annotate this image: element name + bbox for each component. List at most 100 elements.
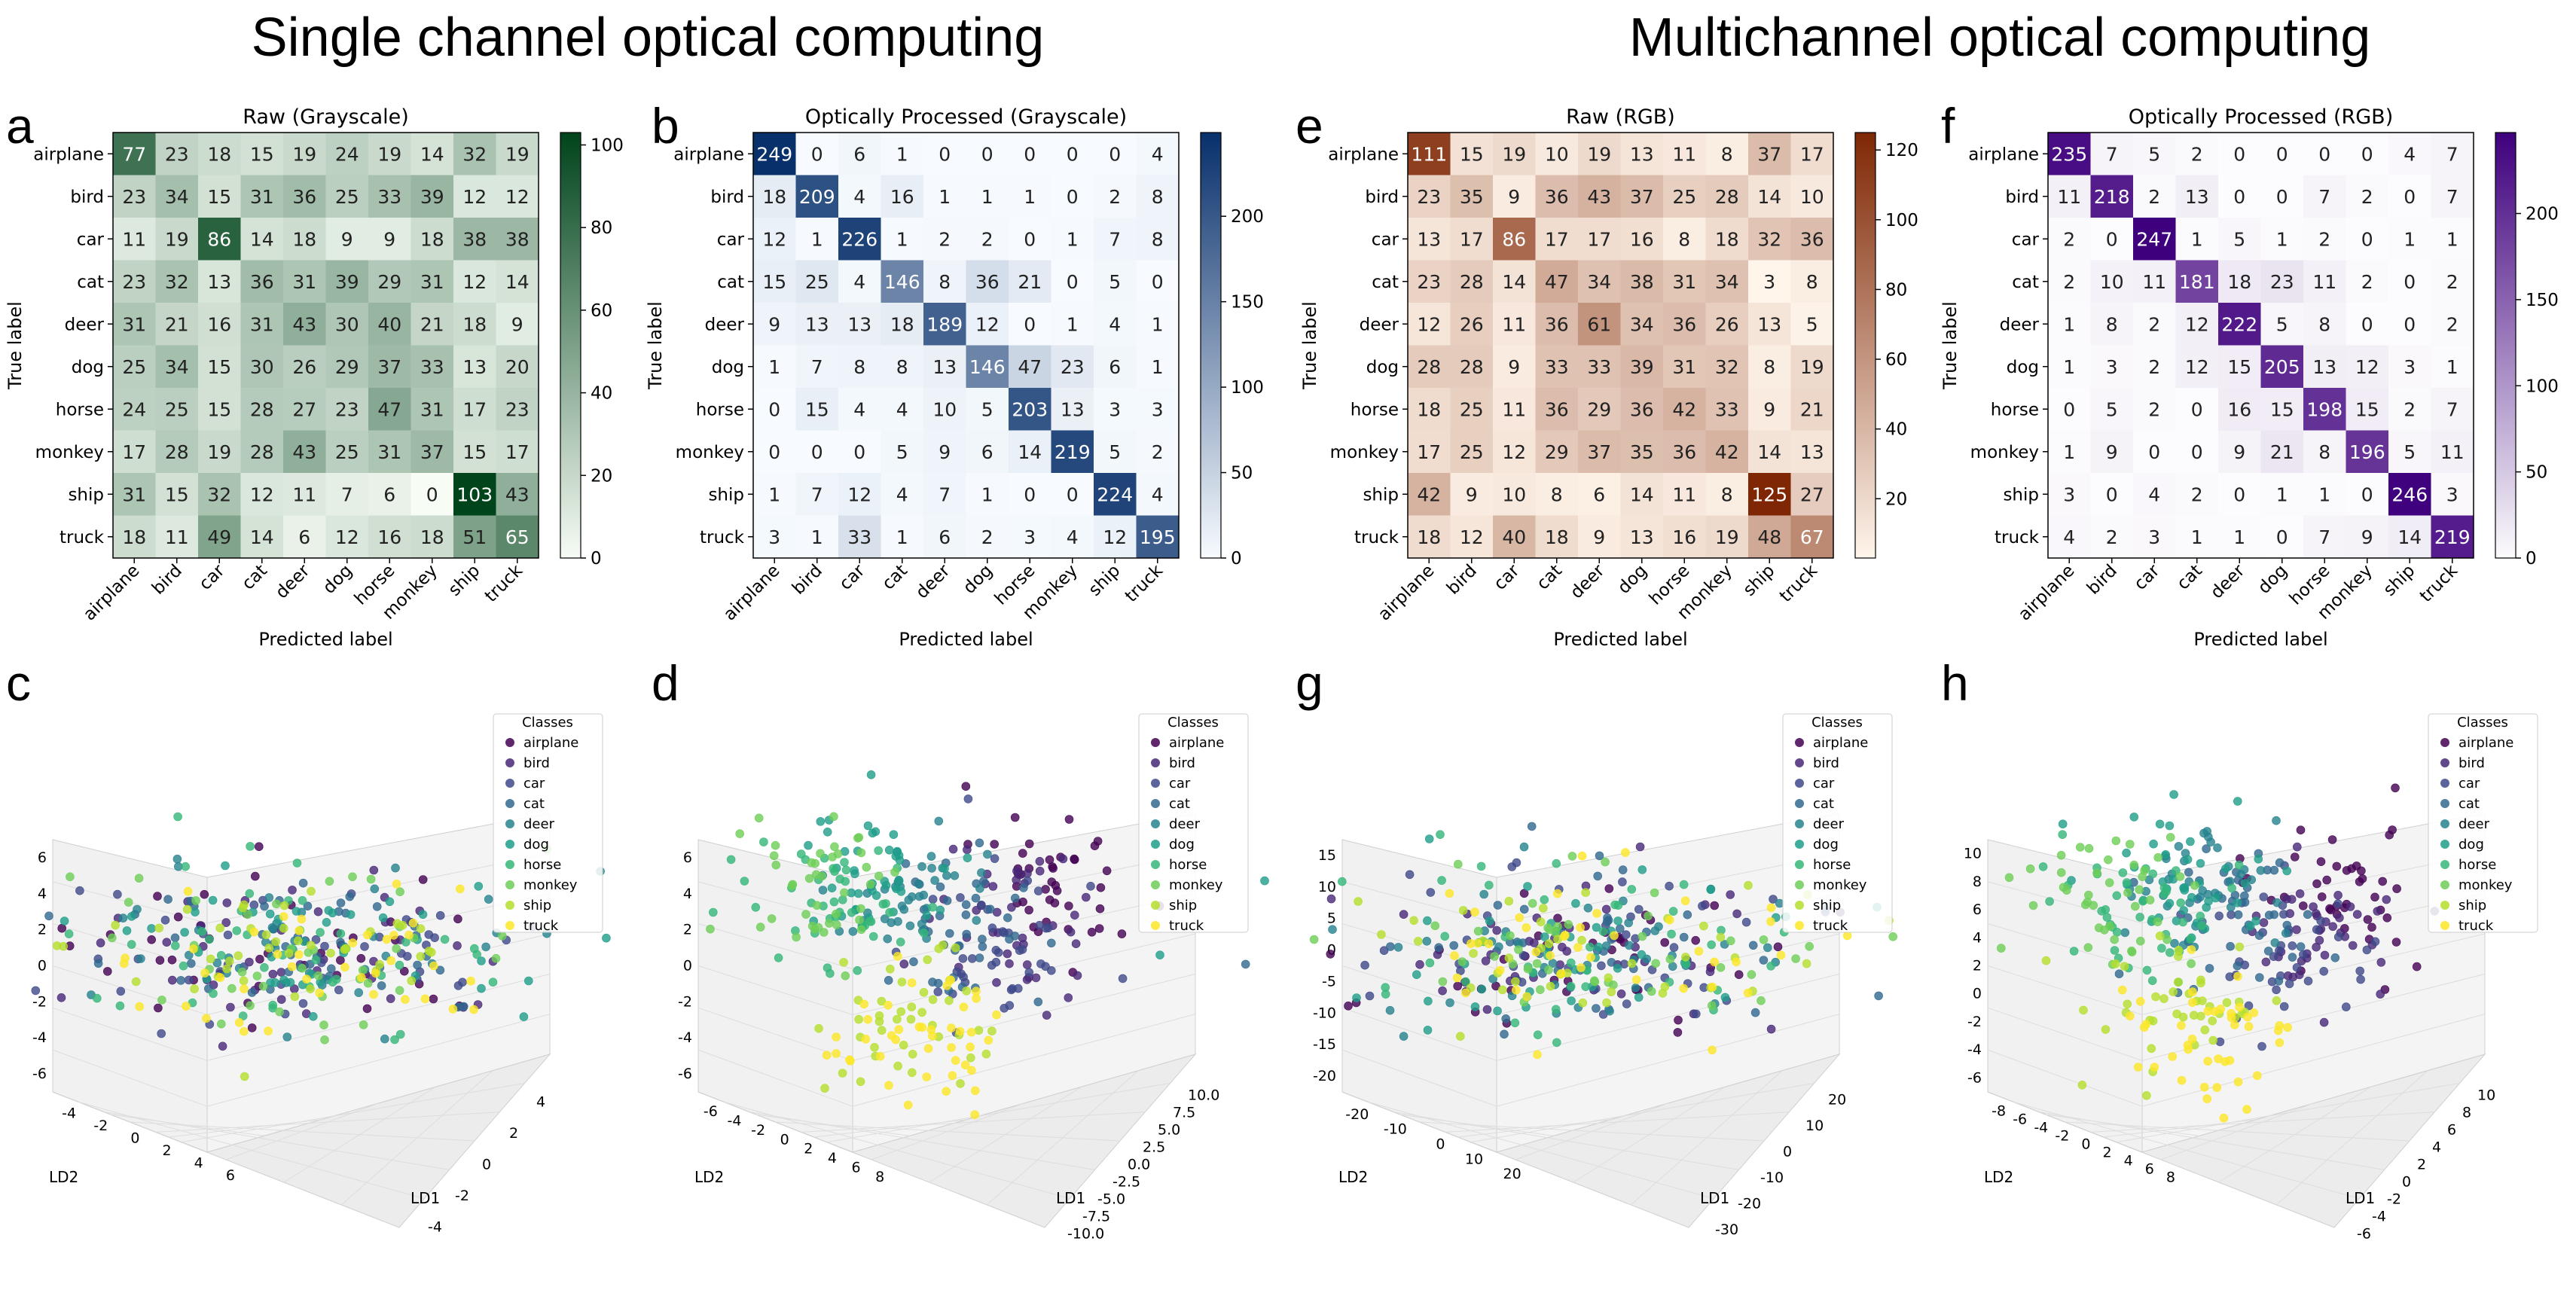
scatter-point <box>894 876 904 886</box>
cm-cell-value: 3 <box>2063 483 2075 505</box>
x-tick-label: -2 <box>455 1188 469 1204</box>
scatter-point <box>1613 916 1622 926</box>
scatter-point <box>880 914 890 923</box>
cm-cell <box>1535 473 1579 516</box>
scatter-point <box>1470 1002 1480 1011</box>
cm-cell <box>2431 303 2474 346</box>
scatter-point <box>972 905 981 915</box>
cm-cell-value: 28 <box>250 441 274 463</box>
scatter-point <box>1064 993 1073 1002</box>
cm-cell <box>1578 133 1621 175</box>
scatter-point <box>967 1066 976 1075</box>
cm-cell <box>2260 430 2304 474</box>
scatter-point <box>1660 938 1670 947</box>
cm-ytick-label: dog <box>712 358 744 377</box>
x-tick-label: -2.5 <box>1113 1174 1140 1191</box>
cm-cell-value: 13 <box>1757 313 1781 335</box>
z-tick-label: 4 <box>1973 929 1982 946</box>
scatter-point <box>1996 944 2006 953</box>
scatter-point <box>2168 1052 2178 1061</box>
scatter-point <box>914 892 924 901</box>
scatter-point <box>2235 942 2245 952</box>
scatter-point <box>392 944 401 953</box>
legend-marker <box>505 779 514 788</box>
scatter-point <box>366 874 376 884</box>
cm-cell-value: 9 <box>2361 526 2373 548</box>
scatter-point <box>131 977 141 987</box>
scatter-point <box>2275 946 2284 956</box>
scatter-point <box>290 992 300 1002</box>
scatter-point <box>2187 892 2196 902</box>
scatter-point <box>297 914 307 924</box>
scatter-point <box>184 975 194 985</box>
cm-cell-value: 4 <box>1152 483 1164 505</box>
cm-cell <box>496 515 539 559</box>
legend-item-label: deer <box>1169 816 1201 832</box>
scatter-point <box>735 829 744 838</box>
scatter-point <box>897 977 907 987</box>
cm-cell-value: 16 <box>1630 228 1654 250</box>
cm-cell-value: 16 <box>2227 398 2251 420</box>
scatter-point <box>1576 963 1586 972</box>
scatter-point <box>1544 965 1553 974</box>
scatter-point <box>2382 895 2391 904</box>
cm-cell-value: 8 <box>1721 483 1733 505</box>
cm-cell <box>496 175 539 218</box>
legend-item-label: deer <box>2458 816 2490 832</box>
scatter-point <box>1507 862 1517 871</box>
colorbar-tick-label: 150 <box>1231 293 1264 313</box>
cm-cell <box>923 175 966 218</box>
grid-line <box>52 1007 208 1061</box>
cm-cell <box>1051 218 1094 261</box>
cm-cell-value: 37 <box>377 356 401 378</box>
scatter-point <box>983 849 992 859</box>
scatter-point <box>2225 1056 2235 1066</box>
colorbar-tick-label: 60 <box>591 301 612 321</box>
colorbar-a <box>560 132 581 559</box>
scatter-point <box>64 929 74 938</box>
scatter-point <box>466 976 475 986</box>
cm-cell <box>2431 515 2474 559</box>
x-tick-label: 10.0 <box>1188 1087 1219 1104</box>
scatter-point <box>265 909 275 919</box>
confusion-matrix-b: Optically Processed (Grayscale)249 0 6 1 0 0 0… <box>645 105 1264 650</box>
legend-marker <box>505 799 514 808</box>
scatter-point <box>974 1026 984 1035</box>
scatter-point <box>1046 938 1056 948</box>
scatter-point <box>825 919 834 928</box>
cm-ytick-label: deer <box>1360 315 1399 334</box>
scatter-point <box>346 910 356 919</box>
cm-cell <box>2346 473 2389 516</box>
scatter-point <box>1042 1011 1051 1020</box>
cm-cell-value: 8 <box>1806 271 1818 293</box>
scatter-point <box>1058 854 1068 864</box>
cm-cell <box>325 175 369 218</box>
scatter-point <box>243 910 252 919</box>
scatter-point <box>792 932 801 942</box>
cm-cell-value: 9 <box>383 228 395 250</box>
scatter-point <box>2330 953 2340 962</box>
cm-cell <box>198 515 241 559</box>
cm-cell <box>1408 388 1451 431</box>
cm-cell-value: 49 <box>207 526 231 548</box>
scatter-point <box>771 840 780 850</box>
scatter-point <box>1667 929 1676 939</box>
scatter-point <box>2376 958 2386 967</box>
cm-cell <box>325 430 369 474</box>
scatter-point <box>407 976 417 986</box>
scatter-point <box>961 910 971 919</box>
scatter-point <box>977 900 986 910</box>
legend-item-label: car <box>523 776 545 791</box>
cm-xtick-label: truck <box>2416 560 2462 606</box>
scatter-point <box>2169 987 2178 996</box>
scatter-point <box>1567 852 1577 861</box>
scatter-point <box>519 1012 529 1021</box>
cm-cell-value: 12 <box>505 186 530 208</box>
scatter-point <box>1005 959 1014 968</box>
scatter-point <box>1102 866 1112 876</box>
scatter-point <box>453 914 462 924</box>
scatter-point <box>1438 977 1448 987</box>
scatter-point <box>602 933 611 943</box>
cm-cell-value: 2 <box>2148 313 2160 335</box>
y-tick-label: 0 <box>780 1131 789 1148</box>
